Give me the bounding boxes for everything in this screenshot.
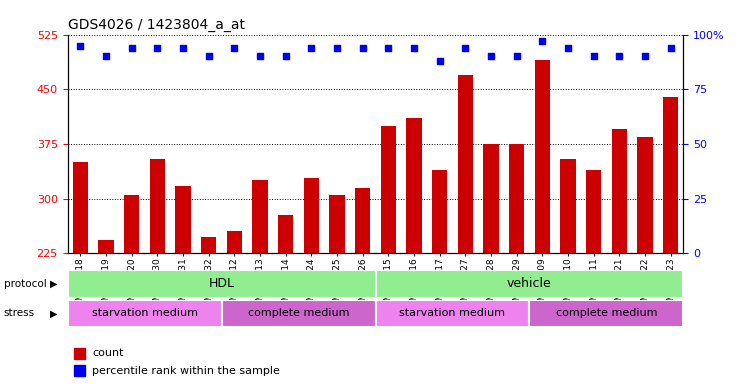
Bar xyxy=(484,144,499,253)
Bar xyxy=(529,300,683,327)
Point xyxy=(511,53,523,60)
Point xyxy=(254,53,266,60)
Bar xyxy=(201,237,216,253)
Bar xyxy=(509,144,524,253)
Text: ▶: ▶ xyxy=(50,279,58,289)
Point xyxy=(100,53,112,60)
Bar xyxy=(637,137,653,253)
Point xyxy=(74,43,86,49)
Bar xyxy=(457,75,473,253)
Text: starvation medium: starvation medium xyxy=(400,308,505,318)
Bar xyxy=(73,162,88,253)
Point xyxy=(279,53,291,60)
Point xyxy=(433,58,445,64)
Point xyxy=(203,53,215,60)
Point xyxy=(562,45,574,51)
Bar xyxy=(252,180,267,253)
Text: complete medium: complete medium xyxy=(248,308,349,318)
Bar xyxy=(376,300,529,327)
Bar xyxy=(535,60,550,253)
Point xyxy=(306,45,318,51)
Text: count: count xyxy=(92,348,124,358)
Text: protocol: protocol xyxy=(4,279,47,289)
Bar xyxy=(74,348,85,359)
Point xyxy=(614,53,626,60)
Point xyxy=(125,45,137,51)
Point xyxy=(460,45,472,51)
Bar xyxy=(222,300,376,327)
Bar xyxy=(586,170,602,253)
Bar xyxy=(74,365,85,376)
Text: ▶: ▶ xyxy=(50,308,58,318)
Bar xyxy=(406,119,421,253)
Text: complete medium: complete medium xyxy=(556,308,657,318)
Point xyxy=(382,45,394,51)
Text: stress: stress xyxy=(4,308,35,318)
Bar xyxy=(68,270,376,298)
Bar xyxy=(376,270,683,298)
Bar xyxy=(355,188,370,253)
Text: GDS4026 / 1423804_a_at: GDS4026 / 1423804_a_at xyxy=(68,18,245,32)
Point xyxy=(587,53,599,60)
Point xyxy=(665,45,677,51)
Bar xyxy=(663,97,678,253)
Point xyxy=(485,53,497,60)
Point xyxy=(152,45,164,51)
Text: vehicle: vehicle xyxy=(507,277,552,290)
Bar xyxy=(329,195,345,253)
Bar xyxy=(303,178,319,253)
Text: percentile rank within the sample: percentile rank within the sample xyxy=(92,366,280,376)
Bar xyxy=(68,300,222,327)
Text: HDL: HDL xyxy=(209,277,234,290)
Bar xyxy=(381,126,396,253)
Bar xyxy=(432,170,448,253)
Point xyxy=(228,45,240,51)
Point xyxy=(536,38,548,44)
Point xyxy=(177,45,189,51)
Bar xyxy=(149,159,165,253)
Point xyxy=(639,53,651,60)
Text: starvation medium: starvation medium xyxy=(92,308,198,318)
Point xyxy=(408,45,420,51)
Bar xyxy=(611,129,627,253)
Point xyxy=(331,45,343,51)
Bar xyxy=(98,240,114,253)
Bar xyxy=(278,215,294,253)
Bar xyxy=(227,231,242,253)
Bar xyxy=(124,195,140,253)
Bar xyxy=(560,159,576,253)
Bar xyxy=(176,185,191,253)
Point xyxy=(357,45,369,51)
